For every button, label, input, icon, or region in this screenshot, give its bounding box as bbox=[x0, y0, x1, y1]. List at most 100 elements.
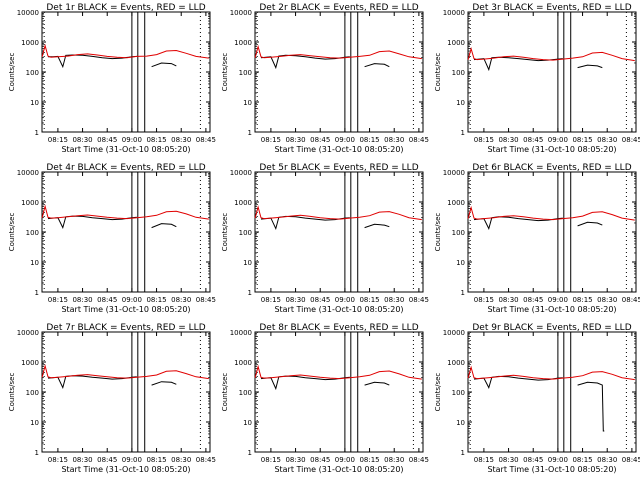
y-tick-label: 10000 bbox=[230, 9, 252, 17]
y-axis-label: Counts/sec bbox=[434, 53, 442, 92]
y-tick-label: 100 bbox=[26, 389, 39, 397]
panel-title: Det 2r BLACK = Events, RED = LLD bbox=[259, 3, 418, 13]
x-tick-label: 08:15 bbox=[474, 296, 494, 304]
x-tick-label: 08:30 bbox=[384, 136, 404, 144]
x-tick-label: 08:30 bbox=[597, 296, 617, 304]
x-tick-label: 08:45 bbox=[523, 456, 543, 464]
y-tick-label: 1 bbox=[35, 289, 39, 297]
x-tick-label: 08:15 bbox=[359, 456, 379, 464]
y-tick-label: 1 bbox=[461, 289, 465, 297]
y-tick-label: 1000 bbox=[234, 199, 252, 207]
x-tick-label: 09:00 bbox=[548, 296, 568, 304]
x-tick-label: 08:45 bbox=[523, 296, 543, 304]
x-tick-label: 08:15 bbox=[359, 136, 379, 144]
y-axis-label: Counts/sec bbox=[434, 213, 442, 252]
x-tick-label: 08:15 bbox=[261, 456, 281, 464]
y-tick-label: 10 bbox=[30, 259, 39, 267]
x-axis-label: Start Time (31-Oct-10 08:05:20) bbox=[61, 305, 190, 314]
panel-title: Det 7r BLACK = Events, RED = LLD bbox=[46, 323, 205, 333]
x-tick-label: 09:00 bbox=[335, 136, 355, 144]
y-axis-label: Counts/sec bbox=[8, 373, 16, 412]
y-tick-label: 1 bbox=[248, 129, 252, 137]
x-tick-label: 08:30 bbox=[285, 136, 305, 144]
y-tick-label: 1000 bbox=[21, 359, 39, 367]
x-tick-label: 08:45 bbox=[409, 136, 429, 144]
y-axis-label: Counts/sec bbox=[221, 213, 229, 252]
x-tick-label: 08:30 bbox=[72, 456, 92, 464]
y-tick-label: 10 bbox=[243, 419, 252, 427]
y-axis-label: Counts/sec bbox=[8, 213, 16, 252]
y-tick-label: 1000 bbox=[21, 199, 39, 207]
x-tick-label: 08:30 bbox=[285, 296, 305, 304]
series-line-lld bbox=[41, 204, 209, 220]
plot-frame bbox=[467, 171, 637, 293]
x-tick-label: 08:30 bbox=[384, 456, 404, 464]
x-tick-label: 08:15 bbox=[146, 136, 166, 144]
x-axis-label: Start Time (31-Oct-10 08:05:20) bbox=[61, 145, 190, 154]
x-tick-label: 08:15 bbox=[146, 296, 166, 304]
x-tick-label: 09:00 bbox=[122, 136, 142, 144]
y-tick-label: 10 bbox=[456, 419, 465, 427]
plot-frame bbox=[254, 11, 424, 133]
panel-title: Det 3r BLACK = Events, RED = LLD bbox=[472, 3, 631, 13]
x-tick-label: 08:45 bbox=[97, 456, 117, 464]
y-tick-label: 10000 bbox=[230, 329, 252, 337]
panel-title: Det 6r BLACK = Events, RED = LLD bbox=[472, 163, 631, 173]
x-tick-label: 08:30 bbox=[498, 136, 518, 144]
x-tick-label: 08:15 bbox=[48, 296, 68, 304]
y-tick-label: 10000 bbox=[443, 9, 465, 17]
x-axis-label: Start Time (31-Oct-10 08:05:20) bbox=[487, 465, 616, 474]
x-tick-label: 09:00 bbox=[548, 456, 568, 464]
plot-frame bbox=[254, 171, 424, 293]
x-tick-label: 09:00 bbox=[335, 456, 355, 464]
y-tick-label: 10000 bbox=[17, 329, 39, 337]
x-tick-label: 08:15 bbox=[48, 456, 68, 464]
series-line-lld bbox=[41, 43, 209, 59]
x-tick-label: 08:30 bbox=[171, 136, 191, 144]
y-axis-label: Counts/sec bbox=[221, 53, 229, 92]
plot-frame bbox=[467, 331, 637, 453]
panel-det-6: Det 6r BLACK = Events, RED = LLD 1 10 100 10… bbox=[434, 163, 640, 314]
series-line-lld bbox=[254, 44, 422, 60]
x-tick-label: 08:45 bbox=[409, 456, 429, 464]
y-tick-label: 10000 bbox=[17, 169, 39, 177]
x-tick-label: 08:30 bbox=[171, 456, 191, 464]
x-axis-label: Start Time (31-Oct-10 08:05:20) bbox=[487, 145, 616, 154]
x-tick-label: 08:45 bbox=[622, 136, 640, 144]
y-tick-label: 10 bbox=[30, 99, 39, 107]
y-tick-label: 1000 bbox=[447, 199, 465, 207]
series-line-lld bbox=[41, 363, 209, 380]
x-tick-label: 08:15 bbox=[572, 456, 592, 464]
y-tick-label: 100 bbox=[26, 229, 39, 237]
plot-frame bbox=[41, 331, 211, 453]
y-tick-label: 1000 bbox=[21, 39, 39, 47]
x-tick-label: 08:45 bbox=[310, 136, 330, 144]
y-tick-label: 1 bbox=[461, 129, 465, 137]
y-tick-label: 1 bbox=[35, 129, 39, 137]
x-tick-label: 08:30 bbox=[171, 296, 191, 304]
x-tick-label: 08:30 bbox=[597, 136, 617, 144]
y-tick-label: 100 bbox=[239, 389, 252, 397]
x-tick-label: 08:45 bbox=[196, 296, 216, 304]
x-tick-label: 08:45 bbox=[196, 136, 216, 144]
x-tick-label: 08:45 bbox=[523, 136, 543, 144]
x-tick-label: 08:30 bbox=[498, 456, 518, 464]
x-tick-label: 08:45 bbox=[310, 296, 330, 304]
x-tick-label: 08:45 bbox=[622, 296, 640, 304]
y-tick-label: 10000 bbox=[17, 9, 39, 17]
plot-frame bbox=[41, 171, 211, 293]
y-tick-label: 10000 bbox=[443, 169, 465, 177]
x-tick-label: 08:30 bbox=[72, 296, 92, 304]
y-tick-label: 100 bbox=[452, 389, 465, 397]
series-line-lld bbox=[254, 364, 422, 380]
plot-frame bbox=[254, 331, 424, 453]
panel-det-8: Det 8r BLACK = Events, RED = LLD 1 10 100 10… bbox=[221, 323, 429, 474]
panel-title: Det 1r BLACK = Events, RED = LLD bbox=[46, 3, 205, 13]
x-tick-label: 08:15 bbox=[146, 456, 166, 464]
y-tick-label: 1000 bbox=[447, 39, 465, 47]
y-axis-label: Counts/sec bbox=[434, 373, 442, 412]
y-tick-label: 1 bbox=[248, 449, 252, 457]
y-tick-label: 10 bbox=[243, 259, 252, 267]
y-tick-label: 10 bbox=[456, 259, 465, 267]
